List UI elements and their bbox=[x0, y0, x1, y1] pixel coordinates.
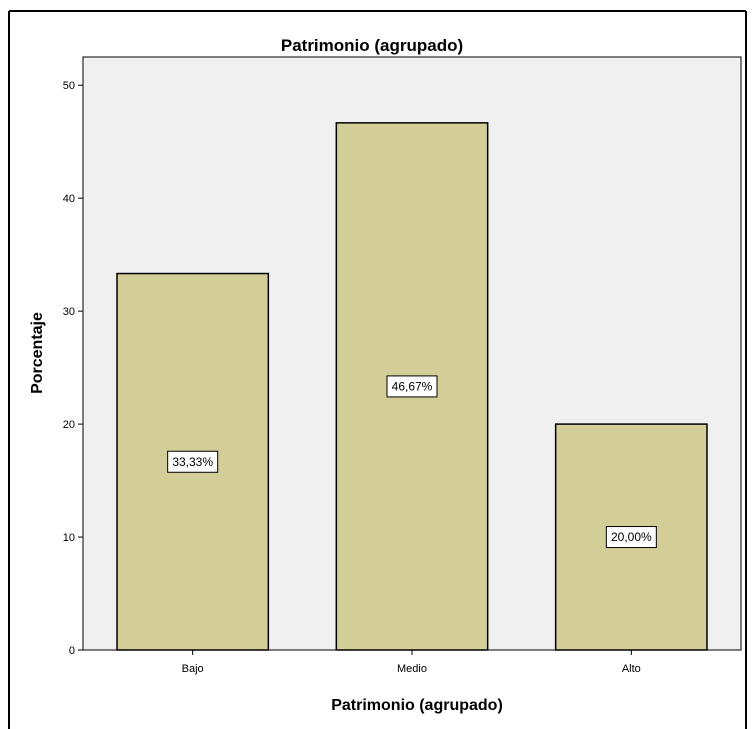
y-tick-label: 50 bbox=[63, 80, 75, 92]
data-label: 46,67% bbox=[392, 379, 433, 393]
x-axis: Bajo Medio Alto bbox=[182, 650, 641, 675]
y-axis: 0 10 20 30 40 50 bbox=[63, 80, 83, 657]
x-axis-title: Patrimonio (agrupado) bbox=[331, 697, 503, 714]
y-axis-title: Porcentaje bbox=[29, 312, 46, 394]
x-tick-label: Bajo bbox=[182, 663, 204, 675]
chart-title: Patrimonio (agrupado) bbox=[281, 36, 463, 55]
y-tick-label: 40 bbox=[63, 193, 75, 205]
y-tick-label: 30 bbox=[63, 306, 75, 318]
y-tick-label: 20 bbox=[63, 419, 75, 431]
y-tick-label: 10 bbox=[63, 532, 75, 544]
y-tick-label: 0 bbox=[69, 645, 75, 657]
x-tick-label: Alto bbox=[622, 663, 641, 675]
data-label: 20,00% bbox=[611, 530, 652, 544]
data-label: 33,33% bbox=[172, 455, 213, 469]
x-tick-label: Medio bbox=[397, 663, 427, 675]
